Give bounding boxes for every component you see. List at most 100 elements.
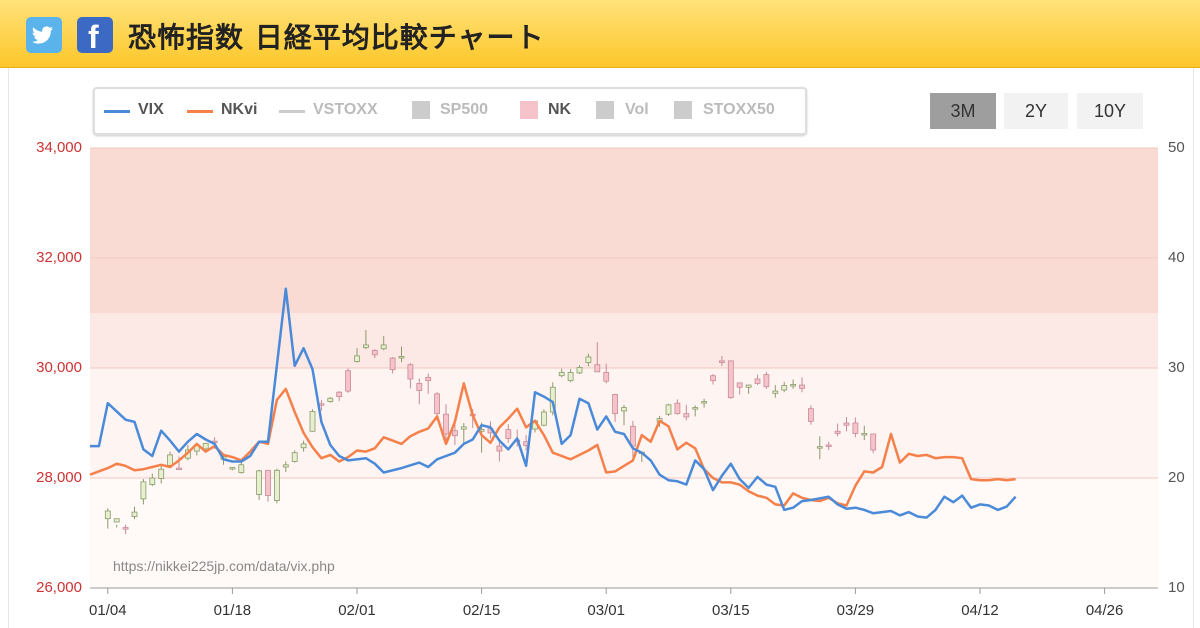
x-tick-label: 01/18 xyxy=(213,602,252,619)
nk-candle xyxy=(754,378,761,384)
x-tick-label: 01/04 xyxy=(89,602,127,619)
nk-candle xyxy=(763,374,770,388)
nk-candle xyxy=(505,429,512,439)
source-credit: https://nikkei225jp.com/data/vix.php xyxy=(113,558,335,574)
volatility-zone-band xyxy=(90,148,1158,313)
legend-swatch-vol xyxy=(596,101,614,119)
nk-candle xyxy=(282,464,289,468)
nk-candle xyxy=(808,408,814,422)
nk-candle xyxy=(291,452,298,462)
nk-candle xyxy=(425,376,432,382)
nk-candle xyxy=(674,402,681,415)
legend-item-vix[interactable]: VIX xyxy=(138,101,164,118)
nk-candle xyxy=(265,469,271,496)
nk-candle xyxy=(541,411,547,426)
facebook-share-button[interactable]: f xyxy=(77,17,113,55)
legend-swatch-nkvi xyxy=(187,110,213,113)
y-right-tick-label: 40 xyxy=(1168,249,1185,266)
nk-candle xyxy=(336,391,343,398)
twitter-bird-icon xyxy=(32,26,53,44)
legend-item-nk[interactable]: NK xyxy=(548,101,572,118)
nk-candle xyxy=(131,511,138,517)
nk-candle xyxy=(790,384,796,387)
nk-candle xyxy=(603,371,610,382)
nk-candle xyxy=(451,430,458,437)
nk-candle xyxy=(772,390,779,394)
nk-candle xyxy=(354,355,360,362)
nk-candle xyxy=(362,344,369,349)
range-button-10y[interactable]: 10Y xyxy=(1077,93,1143,129)
page-header: f 恐怖指数 日経平均比較チャート xyxy=(0,0,1200,68)
legend-item-vol[interactable]: Vol xyxy=(625,101,649,118)
y-right-tick-label: 10 xyxy=(1168,579,1185,596)
y-right-tick-label: 30 xyxy=(1168,359,1185,376)
y-left-tick-label: 34,000 xyxy=(36,139,82,156)
legend-swatch-sp500 xyxy=(412,101,430,119)
twitter-share-button[interactable] xyxy=(26,17,62,53)
x-tick-label: 03/15 xyxy=(712,602,750,619)
nk-candle xyxy=(371,349,378,356)
legend-item-vstoxx[interactable]: VSTOXX xyxy=(313,101,378,118)
x-tick-label: 04/26 xyxy=(1085,602,1124,619)
nk-candle xyxy=(229,467,236,470)
nk-candle xyxy=(585,356,592,363)
nk-candle xyxy=(567,371,574,382)
nk-candle xyxy=(149,477,156,485)
x-tick-label: 02/01 xyxy=(338,602,376,619)
nk-candle xyxy=(745,384,752,388)
nk-candle xyxy=(825,444,832,447)
nk-candle xyxy=(683,413,690,418)
nk-candle xyxy=(834,430,841,434)
nk-candle xyxy=(398,356,405,359)
nk-candle xyxy=(558,371,565,377)
legend-item-stoxx50[interactable]: STOXX50 xyxy=(703,101,775,118)
legend-item-nkvi[interactable]: NKvi xyxy=(221,101,258,118)
nk-candle xyxy=(113,518,120,523)
volatility-zone-band xyxy=(90,313,1158,368)
x-tick-label: 04/12 xyxy=(961,602,999,619)
nkvi-line xyxy=(89,382,1016,507)
y-left-tick-label: 32,000 xyxy=(36,249,82,266)
nk-candle xyxy=(416,382,423,391)
nk-candle xyxy=(309,411,316,432)
facebook-f-icon: f xyxy=(88,19,99,55)
nk-candle xyxy=(710,375,716,382)
x-tick-label: 02/15 xyxy=(462,602,501,619)
nk-candle xyxy=(727,360,734,399)
y-right-tick-label: 50 xyxy=(1168,139,1185,156)
legend-swatch-vstoxx xyxy=(279,110,305,113)
nk-candle xyxy=(176,467,182,471)
nk-candle xyxy=(799,384,805,389)
nk-candle xyxy=(345,370,352,392)
nk-candle xyxy=(781,385,788,391)
nk-candle xyxy=(158,468,165,479)
nk-candle xyxy=(612,393,618,415)
y-left-tick-label: 26,000 xyxy=(36,579,82,596)
nk-candle xyxy=(460,426,467,430)
nk-candle xyxy=(122,527,129,530)
nk-candle xyxy=(443,413,449,435)
nk-candle xyxy=(300,443,307,449)
nk-candle xyxy=(816,446,823,449)
nk-candle xyxy=(140,481,147,500)
y-right-tick-label: 20 xyxy=(1168,469,1185,486)
nk-candle xyxy=(380,344,387,350)
range-button-2y[interactable]: 2Y xyxy=(1004,93,1068,129)
page-title: 恐怖指数 日経平均比較チャート xyxy=(128,21,545,54)
nk-candle xyxy=(736,382,743,388)
nk-candle xyxy=(238,464,245,473)
nk-candle xyxy=(496,445,503,452)
nk-candle xyxy=(870,433,877,451)
range-button-3m[interactable]: 3M xyxy=(930,93,996,129)
legend-item-sp500[interactable]: SP500 xyxy=(440,101,489,118)
nk-candle xyxy=(665,404,672,415)
y-left-tick-label: 28,000 xyxy=(36,469,82,486)
nk-candle xyxy=(434,393,441,415)
nk-candle xyxy=(576,367,583,374)
nk-candle xyxy=(719,360,725,363)
nk-candle xyxy=(692,407,699,410)
x-tick-label: 03/29 xyxy=(836,602,875,619)
nk-candle xyxy=(104,510,111,520)
nk-candle xyxy=(843,422,850,426)
nk-candle xyxy=(701,401,707,404)
